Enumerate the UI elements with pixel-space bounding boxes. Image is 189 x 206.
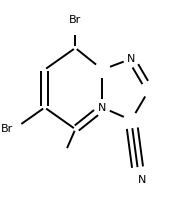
- Text: N: N: [127, 54, 136, 64]
- Text: Br: Br: [69, 15, 81, 25]
- Text: N: N: [138, 175, 146, 185]
- Text: N: N: [98, 103, 107, 112]
- Text: Br: Br: [1, 124, 13, 134]
